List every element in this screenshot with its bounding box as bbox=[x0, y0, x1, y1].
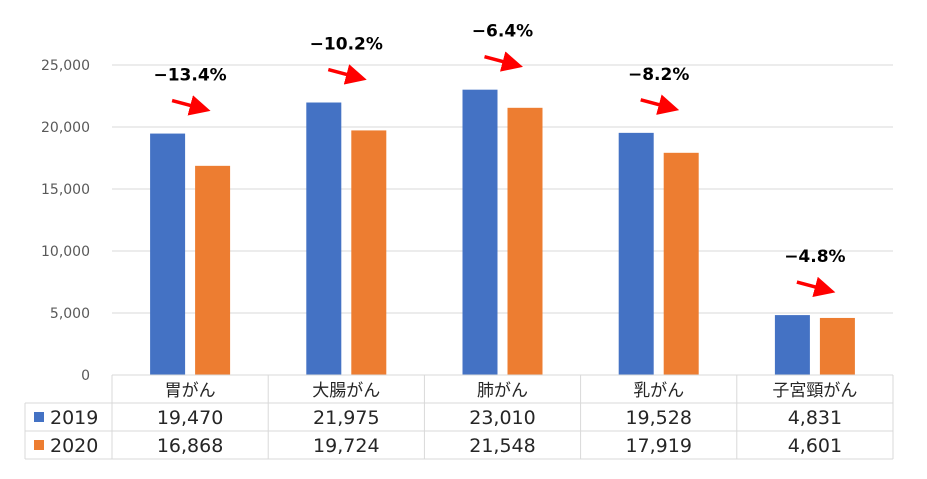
table-cell-value: 19,528 bbox=[625, 407, 691, 429]
bar-2020-3 bbox=[507, 107, 543, 375]
change-percent-label: −8.2% bbox=[628, 65, 689, 85]
bar-2020-1 bbox=[195, 165, 231, 375]
bar-2019-2 bbox=[306, 102, 342, 375]
legend-swatch-2020 bbox=[34, 440, 44, 450]
bar-2020-4 bbox=[663, 152, 699, 375]
category-label: 胃がん bbox=[165, 381, 216, 401]
table-cell-value: 23,010 bbox=[469, 407, 535, 429]
change-percent-label: −10.2% bbox=[310, 35, 383, 55]
decrease-arrow-icon bbox=[796, 276, 836, 298]
y-tick-label: 5,000 bbox=[50, 306, 90, 322]
table-cell-value: 4,601 bbox=[788, 435, 842, 457]
data-table: 胃がん 大腸がん 肺がん 乳がん 子宮頸がん 2019 19,470 21,975 23,010… bbox=[24, 374, 894, 460]
table-cell-value: 21,548 bbox=[469, 435, 535, 457]
annotations: −13.4% −10.2% −6.4% −8.2% −4.8% bbox=[153, 22, 846, 298]
y-tick-label: 20,000 bbox=[41, 120, 90, 136]
table-cell-value: 21,975 bbox=[313, 407, 379, 429]
bar-2019-4 bbox=[618, 132, 654, 375]
table-cell-value: 4,831 bbox=[788, 407, 842, 429]
series-label-2019: 2019 bbox=[50, 407, 98, 429]
table-cell-value: 16,868 bbox=[157, 435, 223, 457]
category-label: 子宮頸がん bbox=[772, 381, 857, 401]
category-label: 大腸がん bbox=[312, 381, 380, 401]
bar-2020-2 bbox=[351, 130, 387, 375]
change-percent-label: −4.8% bbox=[784, 247, 845, 267]
y-tick-label: 15,000 bbox=[41, 182, 90, 198]
category-label: 乳がん bbox=[633, 381, 684, 401]
table-cell-value: 19,470 bbox=[157, 407, 223, 429]
change-percent-label: −13.4% bbox=[153, 66, 226, 86]
y-tick-label: 10,000 bbox=[41, 244, 90, 260]
series-label-2020: 2020 bbox=[50, 435, 98, 457]
table-cell-value: 17,919 bbox=[625, 435, 691, 457]
table-cell-value: 19,724 bbox=[313, 435, 379, 457]
bar-2019-3 bbox=[462, 89, 498, 376]
category-label: 肺がん bbox=[477, 381, 528, 401]
change-percent-label: −6.4% bbox=[472, 22, 533, 42]
bar-2020-5 bbox=[819, 317, 855, 375]
y-tick-label: 25,000 bbox=[41, 58, 90, 74]
decrease-arrow-icon bbox=[171, 95, 211, 116]
legend-swatch-2019 bbox=[34, 412, 44, 422]
y-tick-label: 0 bbox=[81, 368, 90, 384]
decrease-arrow-icon bbox=[327, 64, 367, 85]
bar-2019-1 bbox=[150, 133, 186, 375]
bars bbox=[150, 89, 855, 376]
decrease-arrow-icon bbox=[640, 94, 680, 115]
bar-2019-5 bbox=[774, 315, 810, 375]
decrease-arrow-icon bbox=[484, 51, 523, 72]
y-axis: 0 5,000 10,000 15,000 20,000 25,000 bbox=[41, 58, 90, 384]
